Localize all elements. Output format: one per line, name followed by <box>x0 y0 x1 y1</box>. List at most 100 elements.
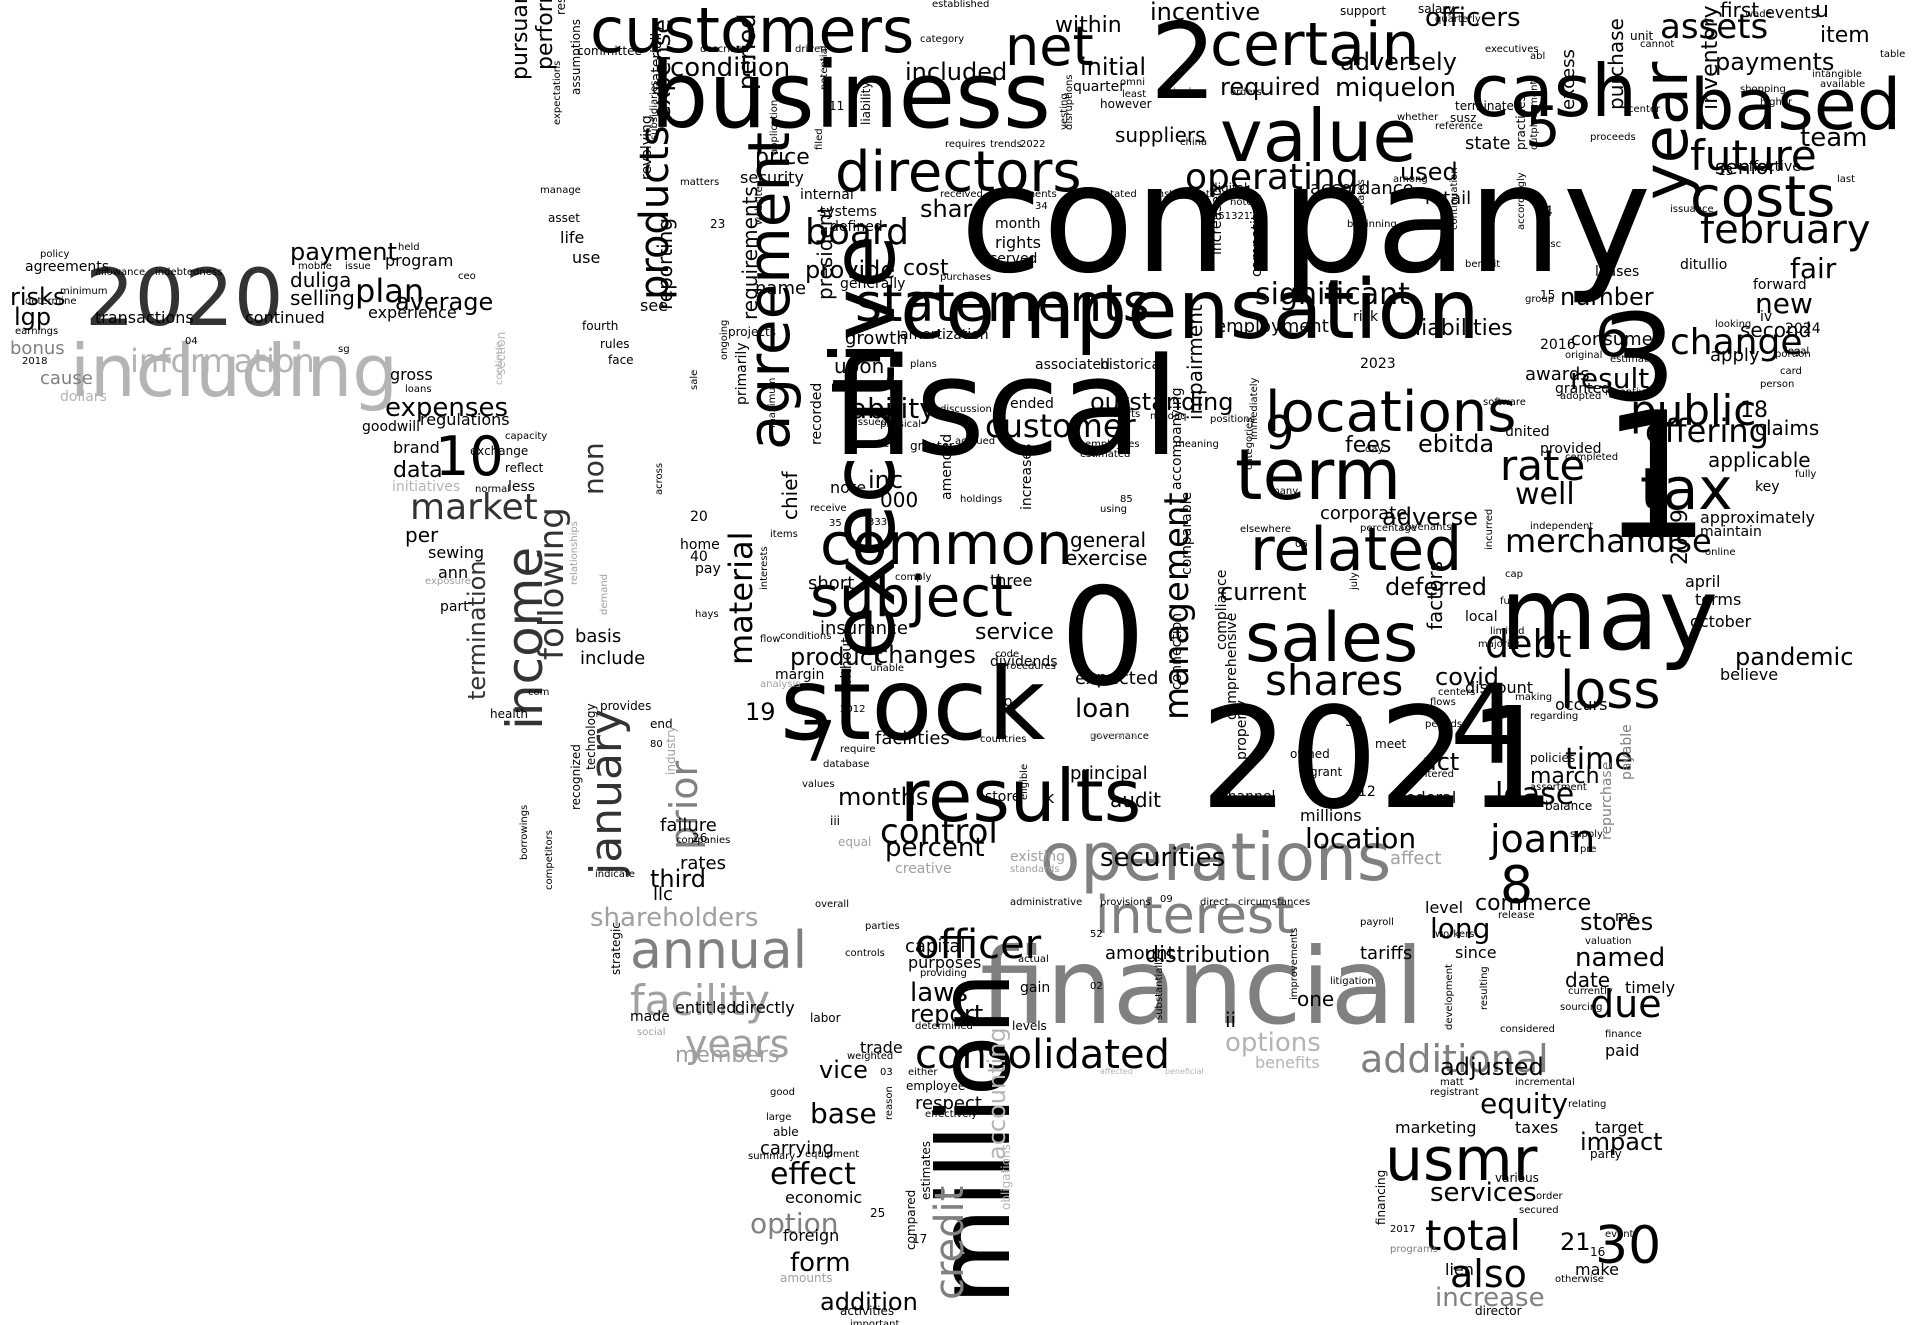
word-forward: forward <box>1753 277 1807 293</box>
word-systems: systems <box>819 204 877 220</box>
word-accordance: accordance <box>1310 178 1414 199</box>
word-non: non <box>577 442 610 495</box>
word-pre: pre <box>1580 844 1597 855</box>
word-recorded: recorded <box>809 382 825 445</box>
word-20: 20 <box>690 509 708 525</box>
word-owned: owned <box>1290 747 1330 761</box>
word-ongoing: ongoing <box>719 319 730 360</box>
word-principal: principal <box>1070 763 1148 784</box>
word-internal: internal <box>800 187 854 203</box>
word-upon: upon <box>834 354 885 378</box>
word-filed: filed <box>814 128 825 150</box>
word-adjusted: adjusted <box>1440 1053 1544 1081</box>
word-adverse: adverse <box>1382 503 1479 531</box>
word-10: 10 <box>435 425 504 488</box>
word-u: u <box>1815 0 1829 23</box>
word-commerce: commerce <box>1475 891 1592 916</box>
word-signing: signing <box>1168 87 1205 98</box>
word-debt: debt <box>1485 622 1572 666</box>
word-quarterly: quarterly <box>1435 14 1481 25</box>
word-terminated: terminated <box>1455 99 1522 113</box>
word-generally: generally <box>840 276 906 292</box>
word-8: 8 <box>1500 856 1534 916</box>
word-miquelon: miquelon <box>1335 73 1457 103</box>
word-incentives: incentives <box>1605 387 1657 398</box>
word-orders: orders <box>1230 87 1262 98</box>
word-made: made <box>630 1009 670 1025</box>
word-condition: condition <box>670 53 791 83</box>
word-payments: payments <box>1715 48 1835 76</box>
word-exchange: exchange <box>470 444 529 458</box>
word-21: 21 <box>1560 1228 1591 1256</box>
word-time: time <box>1565 742 1633 777</box>
word-amount: amount <box>1105 943 1175 964</box>
word-item: item <box>1820 23 1870 48</box>
word-30: 30 <box>1595 1216 1662 1276</box>
word-04: 04 <box>185 336 198 347</box>
word-important: important <box>850 1319 900 1325</box>
word-benefit: benefit <box>1465 259 1501 270</box>
word-relationships: relationships <box>569 521 580 585</box>
word-amended: amended <box>939 433 955 500</box>
word-higher: higher <box>1760 97 1793 108</box>
word-adopted: adopted <box>1560 391 1602 402</box>
word-circumstances: circumstances <box>1238 897 1311 908</box>
word-incremental: incremental <box>1515 1077 1575 1088</box>
word-category: category <box>920 34 965 45</box>
word-com: com <box>528 687 550 698</box>
word-omni: omni <box>1120 77 1145 88</box>
word-manage: manage <box>540 185 581 196</box>
word-program: program <box>385 251 454 270</box>
word-periods: periods <box>1425 719 1463 730</box>
word-following: following <box>532 507 572 660</box>
word-capital: capital <box>905 936 966 957</box>
word-day: day <box>1365 444 1384 455</box>
word-release: release <box>1498 910 1535 921</box>
word-credit: credit <box>927 1185 973 1300</box>
word-development: development <box>1444 964 1455 1030</box>
word-option: option <box>750 1207 839 1240</box>
word-foreign: foreign <box>783 1226 840 1245</box>
word-effect: effect <box>770 1157 856 1192</box>
word-card: card <box>1780 366 1802 377</box>
word-ceo: ceo <box>458 271 476 282</box>
word-potential: potential <box>819 45 830 90</box>
word-include: include <box>580 648 646 669</box>
word-available: available <box>1820 79 1866 90</box>
word-2020: 2020 <box>85 254 284 344</box>
word-annual: annual <box>630 921 808 981</box>
word-immediately: immediately <box>1249 377 1260 440</box>
word-store: store <box>985 789 1021 805</box>
word-direct: direct <box>1200 897 1229 908</box>
word-date: date <box>1565 968 1611 992</box>
word-payable: payable <box>1619 724 1635 780</box>
word-connection: connection <box>1169 612 1185 690</box>
word-comply: comply <box>895 572 932 583</box>
word-security: security <box>740 168 804 187</box>
word-provisions: provisions <box>1100 897 1151 908</box>
word-currently: currently <box>1568 986 1613 997</box>
word-received: received <box>940 189 983 200</box>
word-goodwill: goodwill <box>362 419 421 435</box>
word-economic: economic <box>785 1188 863 1207</box>
word-using: using <box>1100 504 1128 515</box>
word-indicate: indicate <box>595 869 635 880</box>
word-loans: loans <box>405 384 432 395</box>
word-payment: payment <box>290 238 397 266</box>
word-party: party <box>1590 1147 1622 1161</box>
word-34: 34 <box>1035 201 1048 212</box>
word-finance: finance <box>1605 1029 1642 1040</box>
word-reflect: reflect <box>505 461 544 475</box>
word-indebtedness: indebtedness <box>155 267 223 278</box>
word-number: number <box>1560 283 1654 311</box>
word-discount: discount <box>1465 678 1534 697</box>
word-abl: abl <box>1530 51 1546 62</box>
word-salary: salary <box>1418 2 1455 16</box>
word-plans: plans <box>910 359 937 370</box>
word-months: months <box>838 783 929 811</box>
word-revocation: revocation <box>1149 207 1160 260</box>
word-expenses: expenses <box>385 393 508 423</box>
word-required: required <box>1220 73 1321 101</box>
word-employee: employee <box>906 1079 966 1093</box>
word-hays: hays <box>695 609 719 620</box>
